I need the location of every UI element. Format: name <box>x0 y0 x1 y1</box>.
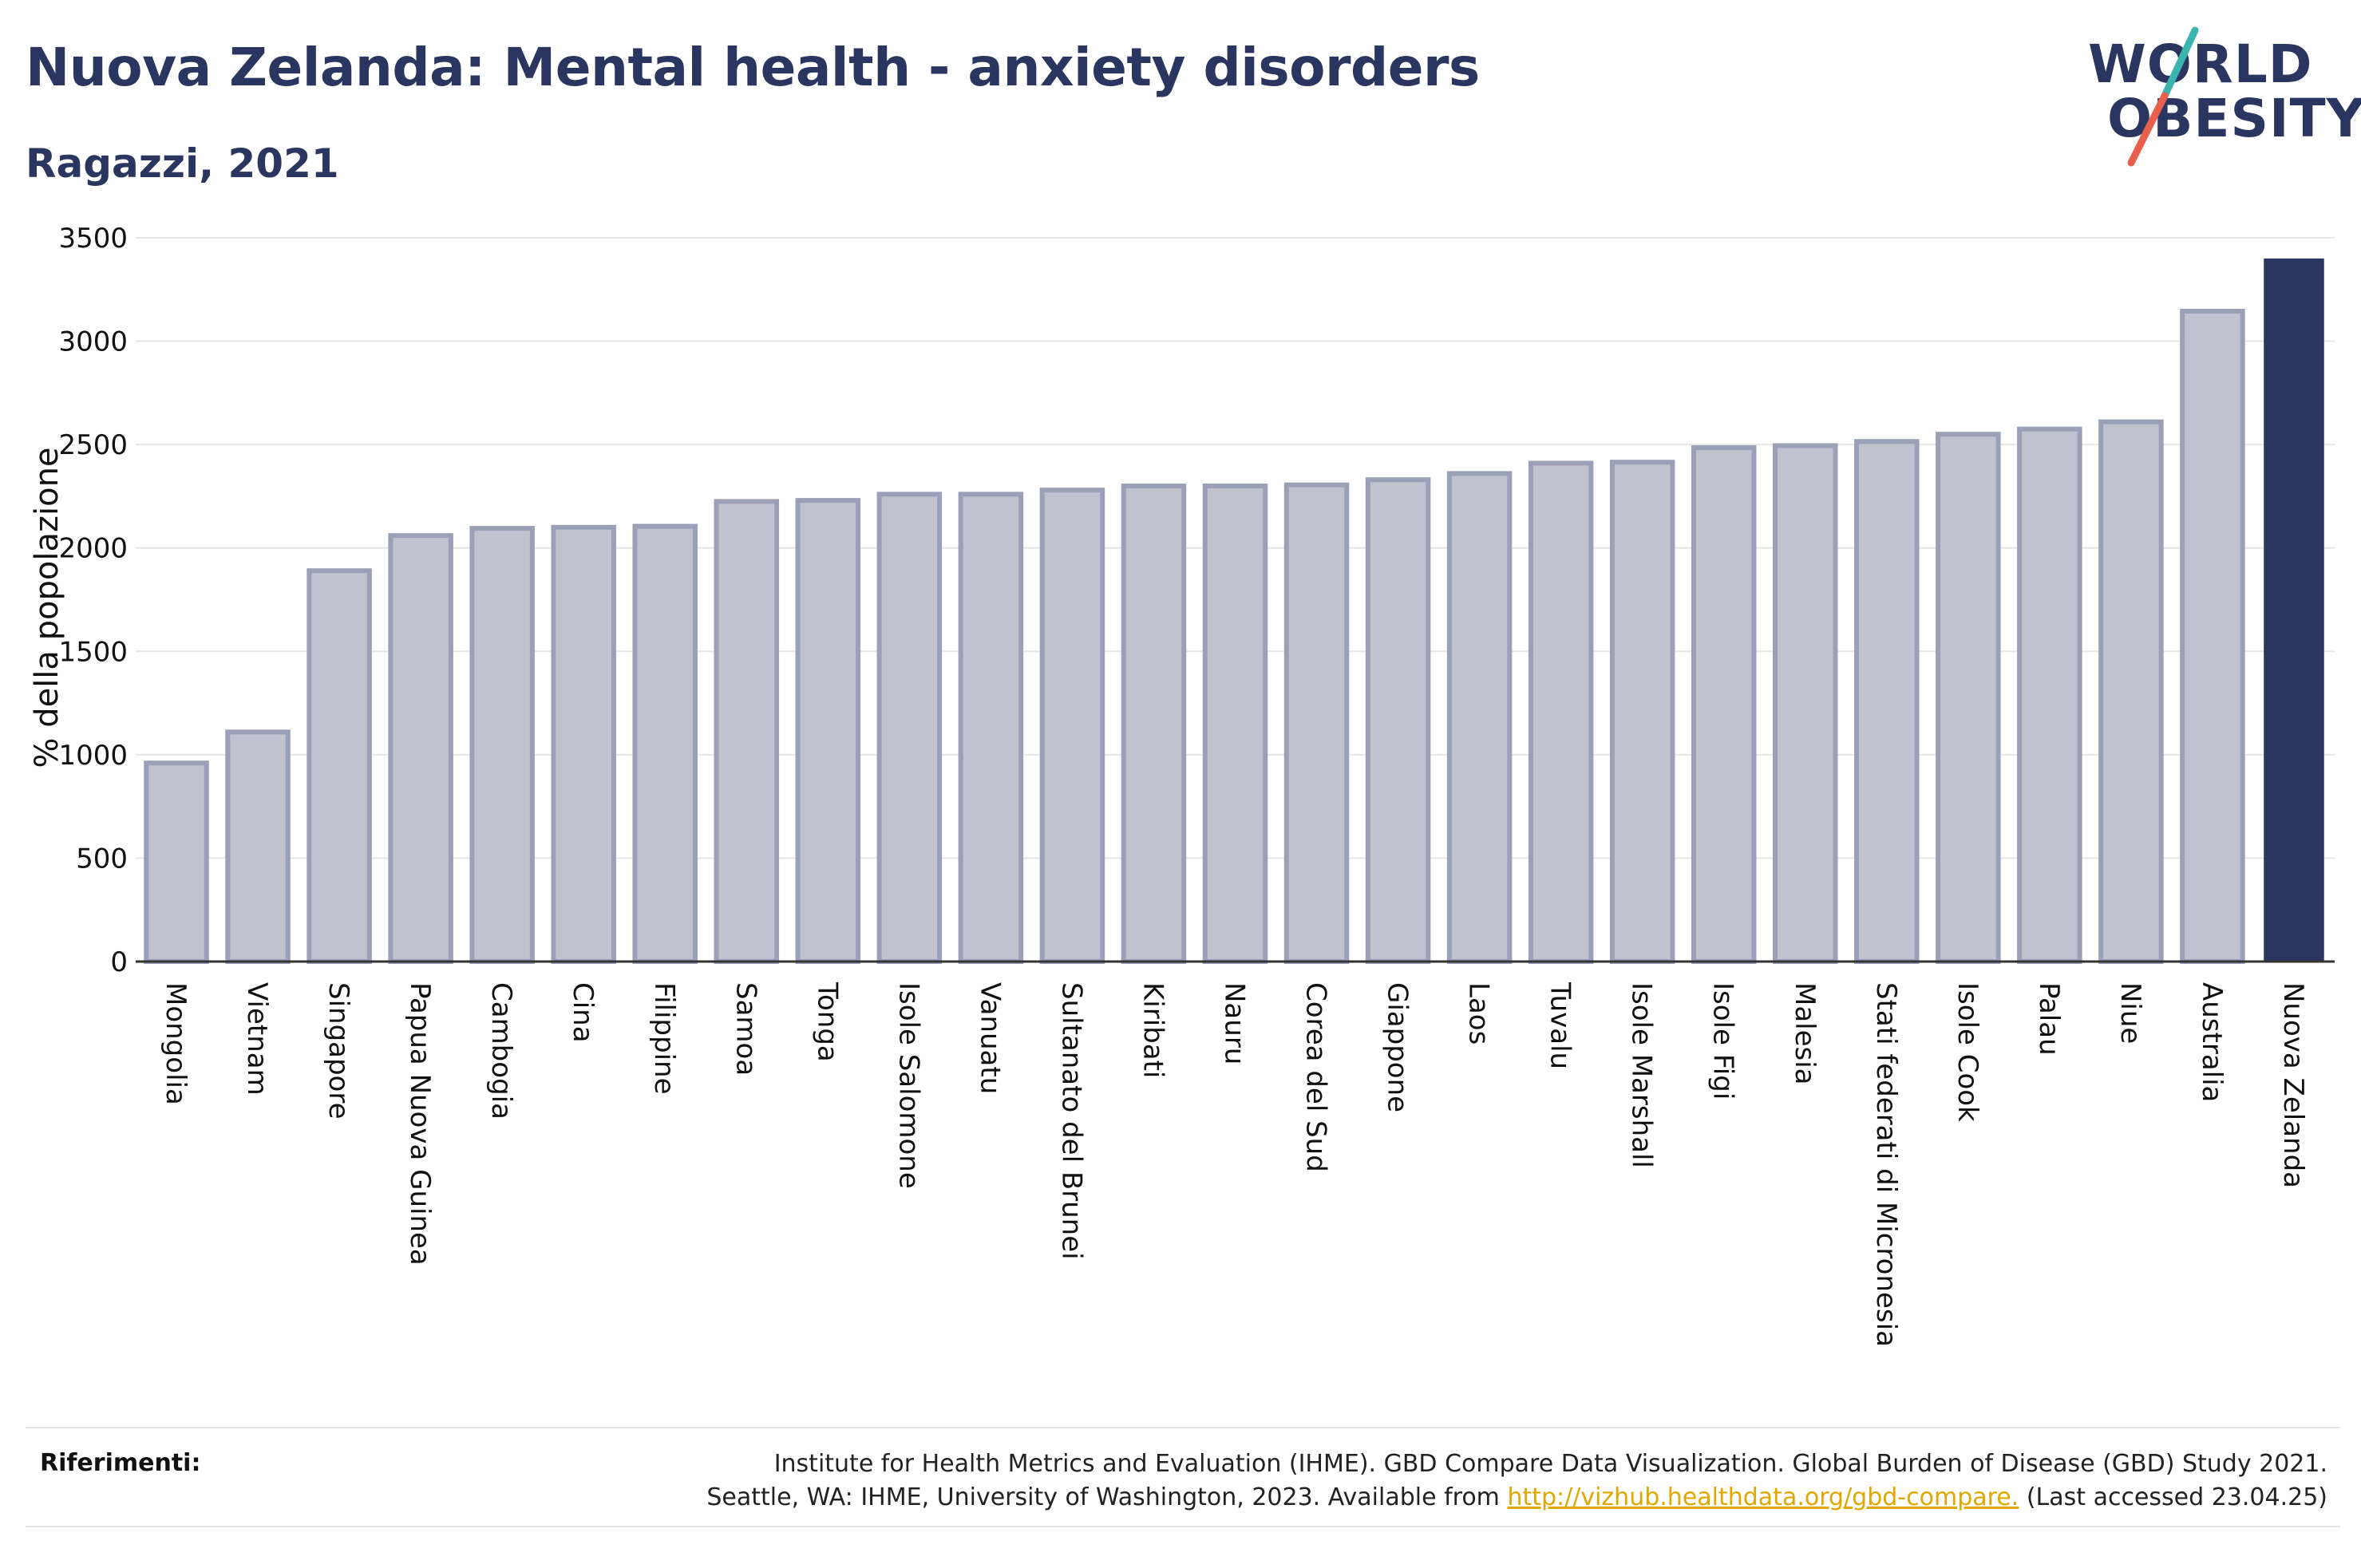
bar-stati-federati-di-micronesia <box>1854 439 1920 964</box>
bar-papua-nuova-guinea <box>388 533 453 964</box>
x-tick-label: Laos <box>1463 982 1495 1045</box>
x-tick-label: Isole Figi <box>1707 982 1739 1100</box>
x-tick-label: Singapore <box>322 982 354 1120</box>
bar-niue <box>2098 419 2164 964</box>
reference-line-2-suffix: (Last accessed 23.04.25) <box>2019 1483 2327 1511</box>
y-tick-label: 1500 <box>58 636 128 668</box>
bar-isole-cook <box>1936 432 2001 964</box>
x-tick-label: Kiribati <box>1137 982 1169 1078</box>
bar-tonga <box>795 498 861 964</box>
bar-isole-salomone <box>876 492 943 964</box>
bar-sultanato-del-brunei <box>1039 488 1105 964</box>
page-title: Nuova Zelanda: Mental health - anxiety d… <box>26 37 1480 98</box>
page-subtitle: Ragazzi, 2021 <box>26 140 339 187</box>
bar-cambogia <box>469 526 535 964</box>
bar-nuova-zelanda <box>2264 258 2324 962</box>
references-section: Riferimenti: Institute for Health Metric… <box>26 1427 2340 1527</box>
y-tick-label: 0 <box>110 946 128 978</box>
bar-australia <box>2180 308 2245 964</box>
y-tick-labels: 0 500 1000 1500 2000 2500 3000 3500 <box>58 223 128 978</box>
bar-malesia <box>1773 443 1838 964</box>
y-tick-label: 500 <box>76 843 128 875</box>
bar-vietnam <box>225 729 291 964</box>
x-tick-label: Tonga <box>811 981 843 1062</box>
y-tick-label: 2500 <box>58 429 128 461</box>
y-tick-label: 3500 <box>58 223 128 255</box>
x-tick-label: Vanuatu <box>974 982 1006 1094</box>
x-tick-label: Sultanato del Brunei <box>1055 982 1087 1260</box>
bars <box>144 258 2324 964</box>
reference-line-1: Institute for Health Metrics and Evaluat… <box>773 1450 2327 1478</box>
x-tick-label: Australia <box>2196 982 2228 1102</box>
x-tick-label: Samoa <box>730 982 761 1076</box>
x-tick-label: Niue <box>2114 982 2146 1044</box>
bar-nauru <box>1202 483 1268 964</box>
bar-singapore <box>306 568 372 964</box>
x-tick-labels: Mongolia Vietnam Singapore Papua Nuova Guin… <box>160 981 2309 1347</box>
bar-samoa <box>714 499 780 964</box>
bar-vanuatu <box>958 492 1024 964</box>
y-tick-label: 1000 <box>58 740 128 772</box>
x-tick-label: Giappone <box>1382 982 1414 1112</box>
x-tick-label: Papua Nuova Guinea <box>404 982 436 1266</box>
y-tick-label: 3000 <box>58 326 128 358</box>
reference-line-2: Seattle, WA: IHME, University of Washing… <box>706 1481 2327 1515</box>
bar-kiribati <box>1121 483 1187 964</box>
logo-line-1: WORLD <box>2088 34 2313 95</box>
x-tick-label: Nuova Zelanda <box>2277 982 2309 1188</box>
x-tick-label: Mongolia <box>160 982 192 1105</box>
x-tick-label: Isole Marshall <box>1626 982 1658 1168</box>
reference-line-2-prefix: Seattle, WA: IHME, University of Washing… <box>706 1483 1508 1511</box>
bar-palau <box>2017 426 2082 964</box>
x-tick-label: Vietnam <box>241 982 273 1096</box>
x-tick-label: Isole Cook <box>1952 982 1983 1122</box>
bar-tuvalu <box>1528 460 1594 964</box>
x-tick-label: Nauru <box>1219 982 1251 1064</box>
x-tick-label: Stati federati di Micronesia <box>1870 982 1902 1347</box>
x-tick-label: Cambogia <box>485 982 517 1120</box>
references-text: Institute for Health Metrics and Evaluat… <box>706 1448 2327 1515</box>
bar-isole-figi <box>1691 445 1757 964</box>
bar-laos <box>1446 471 1513 964</box>
bar-cina <box>551 524 616 964</box>
bar-filippine <box>632 523 698 964</box>
x-tick-label: Corea del Sud <box>1300 982 1332 1172</box>
x-tick-label: Palau <box>2033 982 2065 1056</box>
world-obesity-logo: WORLD OBESITY <box>2075 22 2361 174</box>
x-tick-label: Cina <box>567 982 599 1043</box>
bar-isole-marshall <box>1609 460 1675 964</box>
logo-slash-icon <box>2127 26 2199 167</box>
bar-mongolia <box>144 760 209 964</box>
bar-giappone <box>1365 477 1431 964</box>
references-label: Riferimenti: <box>40 1449 201 1477</box>
y-axis-label: % della popolazione <box>29 447 65 768</box>
reference-link[interactable]: http://vizhub.healthdata.org/gbd-compare… <box>1507 1483 2019 1511</box>
bar-corea-del-sud <box>1283 482 1350 964</box>
x-tick-label: Isole Salomone <box>892 982 924 1189</box>
x-tick-label: Tuvalu <box>1544 981 1576 1069</box>
bar-chart: 0 500 1000 1500 2000 2500 3000 3500 Mongolia Vie… <box>29 223 2335 1347</box>
x-tick-label: Malesia <box>1789 982 1821 1085</box>
x-tick-label: Filippine <box>648 982 680 1095</box>
y-tick-label: 2000 <box>58 533 128 565</box>
